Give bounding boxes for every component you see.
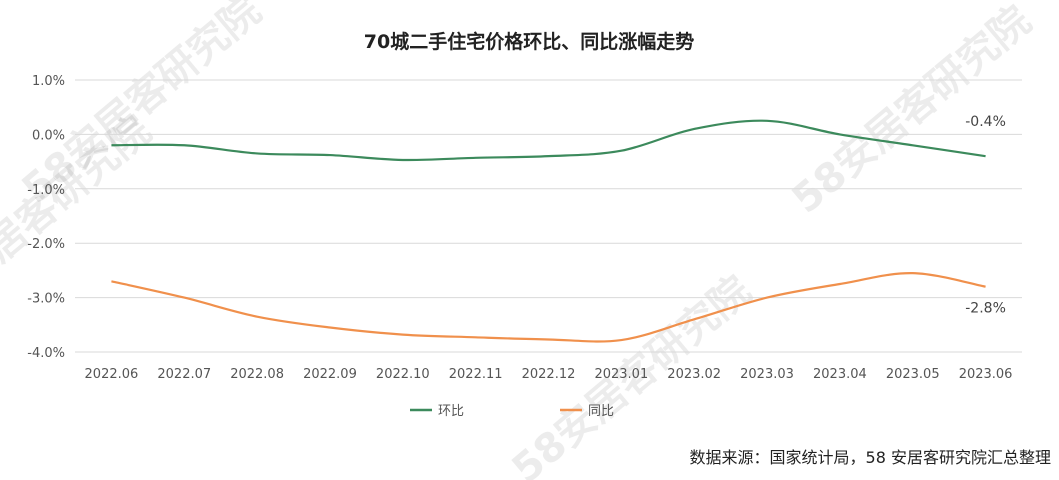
- series-line-1: [111, 272, 986, 343]
- x-axis-ticks: 2022.06 2022.07 2022.08 2022.09 2022.10 2022.…: [85, 367, 1013, 382]
- x-tick-label: 2023.02: [667, 367, 721, 382]
- x-tick-label: 2023.01: [594, 367, 648, 382]
- series-line-0: [111, 119, 986, 162]
- x-tick-label: 2022.10: [376, 367, 430, 382]
- y-tick-label: -3.0%: [27, 292, 65, 307]
- chart-title: 70城二手住宅价格环比、同比涨幅走势: [364, 30, 694, 53]
- x-tick-label: 2023.04: [813, 367, 867, 382]
- data-label: -0.4%: [965, 114, 1006, 130]
- x-tick-label: 2022.06: [85, 367, 139, 382]
- grid-lines: [75, 79, 1022, 353]
- data-labels: -0.4% -2.8%: [965, 114, 1006, 317]
- x-tick-label: 2022.12: [522, 367, 576, 382]
- x-tick-label: 2022.09: [303, 367, 357, 382]
- y-axis-ticks: 1.0% 0.0% -1.0% -2.0% -3.0% -4.0%: [27, 74, 65, 361]
- legend-label: 环比: [438, 404, 464, 419]
- legend-label: 同比: [588, 404, 614, 419]
- y-tick-label: -1.0%: [27, 183, 65, 198]
- x-tick-label: 2023.05: [886, 367, 940, 382]
- x-tick-label: 2022.11: [449, 367, 503, 382]
- series-lines: [111, 119, 986, 343]
- x-tick-label: 2022.07: [157, 367, 211, 382]
- source-note: 数据来源：国家统计局，58 安居客研究院汇总整理: [689, 448, 1051, 467]
- y-tick-label: 0.0%: [32, 128, 65, 143]
- y-tick-label: -2.0%: [27, 237, 65, 252]
- data-label: -2.8%: [965, 301, 1006, 317]
- x-tick-label: 2023.06: [959, 367, 1013, 382]
- x-tick-label: 2022.08: [230, 367, 284, 382]
- x-tick-label: 2023.03: [740, 367, 794, 382]
- legend: 环比 同比: [410, 404, 614, 419]
- y-tick-label: -4.0%: [27, 346, 65, 361]
- y-tick-label: 1.0%: [32, 74, 65, 89]
